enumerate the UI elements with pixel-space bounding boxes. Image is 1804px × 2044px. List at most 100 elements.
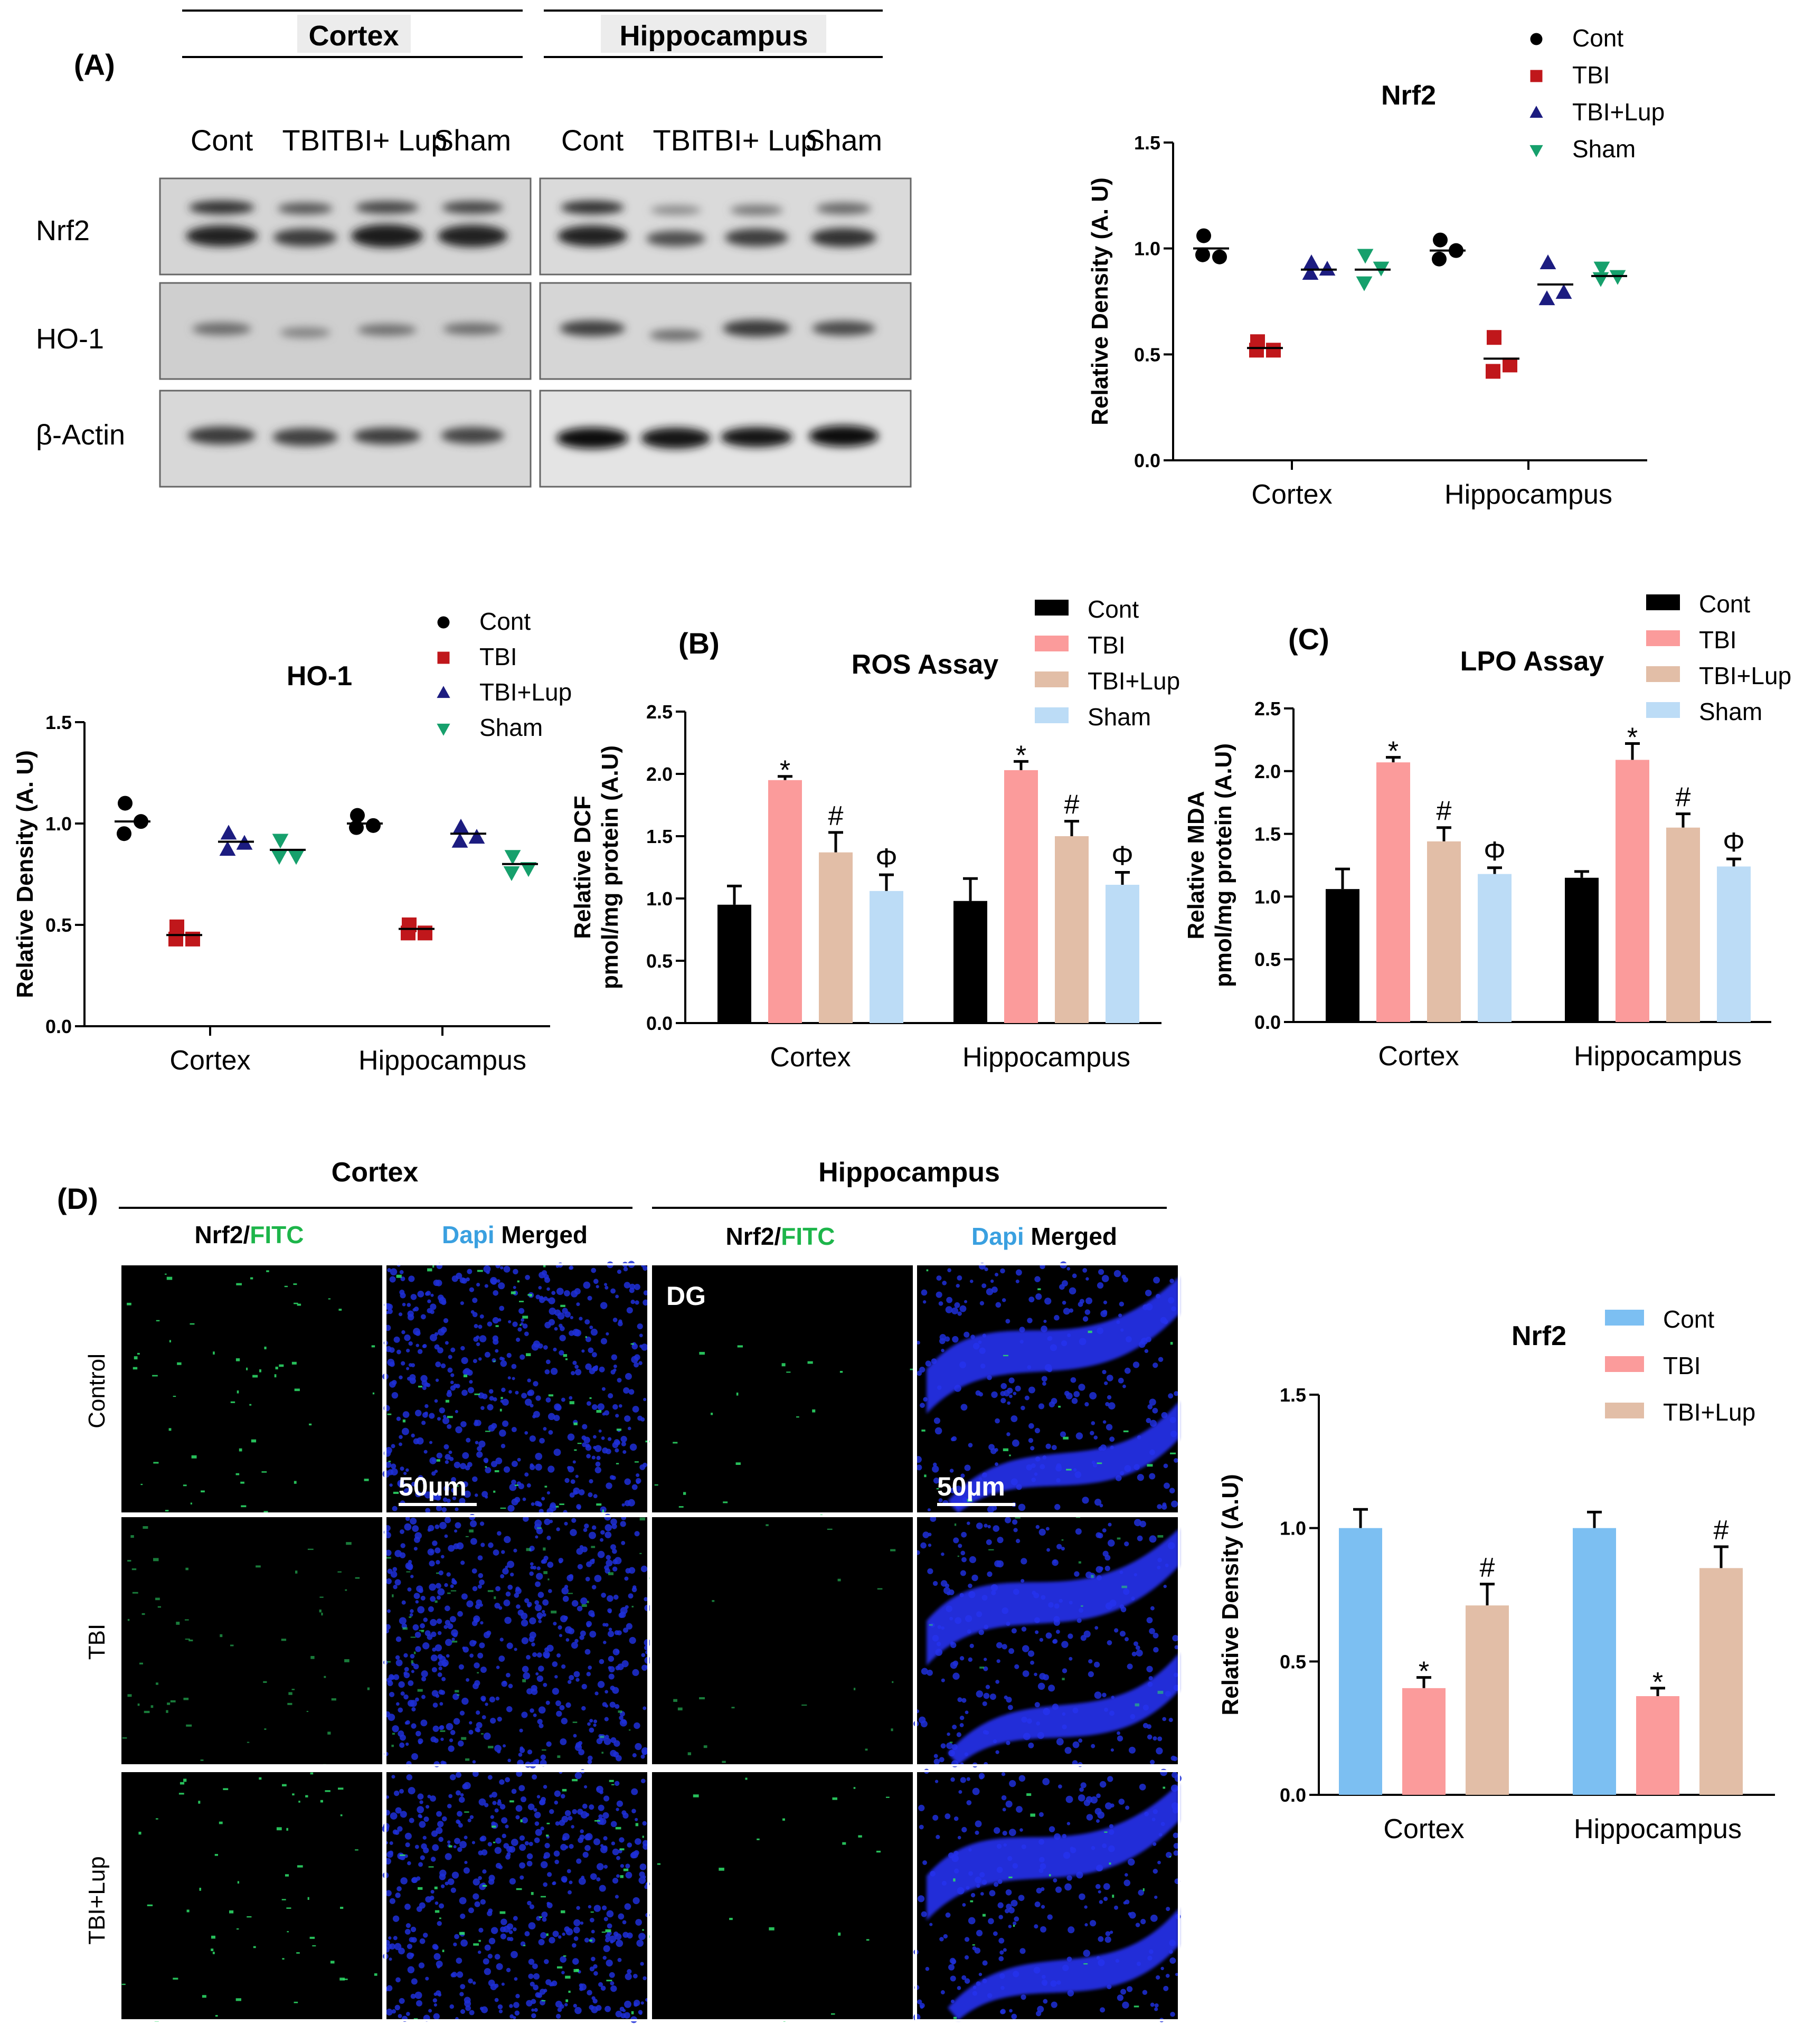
fitc-signal: [782, 1818, 785, 1821]
nucleus: [526, 2000, 533, 2007]
legend-swatch: [1605, 1356, 1644, 1372]
nucleus: [1122, 1384, 1126, 1388]
fitc-signal: [683, 1492, 686, 1495]
nucleus: [526, 1688, 533, 1695]
nucleus: [591, 1267, 597, 1273]
nucleus: [578, 1489, 585, 1496]
fitc-signal: [235, 1473, 240, 1475]
fitc-signal: [239, 1448, 242, 1452]
nucleus: [573, 1926, 580, 1934]
fitc-signal: [972, 1944, 975, 1946]
nucleus: [521, 1711, 528, 1718]
nucleus: [385, 1346, 392, 1352]
bar: [1478, 874, 1512, 1022]
nucleus: [1169, 1279, 1174, 1283]
micrograph-tile: [913, 1515, 1180, 1768]
nucleus: [495, 1349, 499, 1353]
nucleus: [965, 1710, 969, 1715]
nucleus: [453, 1384, 458, 1388]
nucleus: [1011, 1628, 1017, 1634]
micrograph-tile: [650, 1770, 915, 2022]
nucleus: [996, 1659, 1000, 1663]
nucleus: [1099, 1503, 1103, 1508]
nucleus: [591, 1352, 597, 1358]
col-label-merged: Merged: [1024, 1223, 1117, 1250]
nucleus: [1150, 1759, 1155, 1765]
nucleus: [472, 1586, 478, 1592]
nucleus: [1040, 1926, 1046, 1933]
nucleus: [1019, 1828, 1023, 1832]
nucleus: [1119, 1631, 1126, 1637]
y-axis-label-line: Relative DCF: [570, 796, 596, 939]
fitc-signal: [247, 1916, 252, 1918]
fitc-signal: [1123, 1430, 1129, 1433]
fitc-signal: [591, 1546, 596, 1548]
nucleus: [1117, 1731, 1120, 1735]
nucleus: [535, 1294, 541, 1300]
nucleus: [474, 1421, 479, 1426]
nucleus: [403, 1471, 407, 1475]
nucleus: [561, 1815, 569, 1823]
nucleus: [430, 1654, 438, 1662]
nucleus: [523, 1516, 529, 1522]
nucleus: [429, 1583, 437, 1591]
nucleus: [393, 1336, 400, 1343]
micrograph-border: [119, 1263, 384, 1515]
nucleus: [525, 1274, 530, 1280]
fitc-signal: [298, 1801, 300, 1803]
nucleus: [1045, 1632, 1052, 1639]
fitc-signal: [451, 1641, 458, 1643]
nucleus: [407, 1310, 414, 1317]
nucleus: [462, 1481, 468, 1488]
nucleus: [511, 1479, 516, 1485]
nucleus: [927, 1508, 931, 1512]
legend-label: TBI+Lup: [1663, 1398, 1755, 1426]
nucleus: [436, 1618, 442, 1624]
nucleus: [584, 1523, 589, 1529]
nucleus: [454, 1529, 458, 1533]
nucleus: [943, 1934, 948, 1939]
nucleus: [576, 1858, 582, 1864]
nucleus: [1109, 1931, 1113, 1934]
legend-swatch: [1646, 630, 1680, 646]
nucleus: [922, 1531, 929, 1538]
nucleus: [398, 1681, 405, 1688]
fitc-signal: [121, 1983, 126, 1985]
legend-label: TBI: [1663, 1352, 1701, 1379]
nucleus: [1099, 1900, 1103, 1904]
nucleus: [554, 1675, 558, 1679]
nucleus: [429, 1441, 433, 1444]
nucleus: [544, 1518, 551, 1526]
nucleus: [478, 1798, 486, 1806]
fitc-signal: [1170, 1342, 1173, 1345]
nucleus: [1157, 1504, 1162, 1509]
fitc-signal: [1109, 1862, 1111, 1865]
nucleus: [401, 1330, 405, 1335]
fitc-signal: [639, 1517, 645, 1521]
nucleus: [602, 1905, 607, 1910]
nucleus: [916, 1464, 922, 1471]
fitc-signal: [616, 1463, 619, 1464]
chart-title: ROS Assay: [852, 649, 999, 680]
nucleus: [1021, 1558, 1027, 1565]
nucleus: [933, 1754, 938, 1758]
nucleus: [1146, 1666, 1153, 1672]
nucleus: [1083, 1950, 1090, 1957]
nucleus: [997, 1537, 1004, 1544]
fitc-signal: [712, 1600, 715, 1602]
nucleus: [578, 1749, 584, 1756]
fitc-signal: [246, 1367, 248, 1370]
nucleus: [580, 1829, 584, 1833]
fitc-signal: [541, 1896, 546, 1898]
nucleus: [939, 1937, 944, 1942]
nucleus: [560, 1956, 566, 1963]
nucleus: [390, 1812, 398, 1820]
nucleus: [436, 1811, 442, 1817]
fitc-signal: [876, 1850, 881, 1853]
nucleus: [539, 1989, 546, 1995]
nucleus: [426, 1291, 431, 1296]
nucleus: [603, 1865, 608, 1869]
nucleus: [591, 2006, 598, 2013]
nucleus: [479, 1521, 485, 1526]
